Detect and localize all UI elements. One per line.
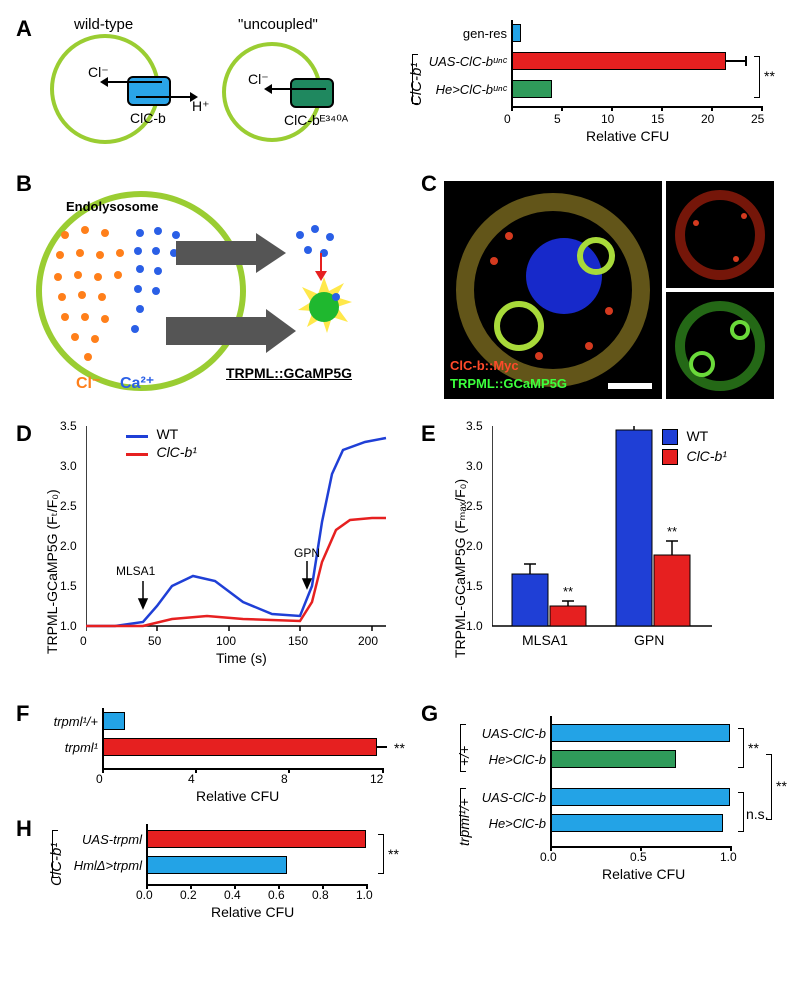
bar-0	[511, 24, 521, 42]
wt-protein-label: ClC-b	[130, 110, 166, 126]
panel-d-ylabel: TRPML-GCaMP5G (Fₜ/F₀)	[44, 489, 61, 654]
red-channel	[666, 181, 774, 288]
green-channel	[666, 292, 774, 399]
e-legend-clc: ClC-b¹	[686, 448, 726, 464]
xt-0: 0	[504, 112, 511, 126]
f-sig: **	[394, 740, 405, 756]
wt-h: H⁺	[192, 98, 210, 115]
h-label-0: UAS-trpml	[62, 832, 142, 847]
cat-gpn: GPN	[634, 632, 664, 648]
unc-protein-label: ClC-bᴱ³⁴⁰ᴬ	[284, 112, 348, 129]
legend-clc: ClC-b¹	[156, 444, 196, 460]
unc-cl: Cl⁻	[248, 71, 269, 88]
panel-a-chart: ClC-b¹ gen-res UAS-ClC-bᵘⁿᶜ He>ClC-bᵘⁿᶜ …	[396, 20, 776, 150]
g-l-00: UAS-ClC-b	[470, 726, 546, 741]
g-right-sig: **	[776, 778, 787, 794]
clc-myc-label: ClC-b::Myc	[450, 358, 519, 373]
figure: A wild-type Cl⁻ H⁺ ClC-b "uncoupled" Cl⁻…	[16, 16, 784, 991]
g-l-01: He>ClC-b	[470, 752, 546, 767]
gpn-label: GPN	[294, 546, 320, 560]
merge-image: ClC-b::Myc TRPML::GCaMP5G	[444, 181, 662, 399]
bar-label-2: He>ClC-bᵘⁿᶜ	[422, 82, 507, 97]
e-legend-wt: WT	[686, 428, 708, 444]
f-label-1: trpml¹	[36, 740, 98, 755]
g-l-11: He>ClC-b	[470, 816, 546, 831]
scale-bar	[608, 383, 652, 389]
panel-a-xlabel: Relative CFU	[586, 128, 669, 144]
svg-text:**: **	[667, 524, 677, 539]
h-xlabel: Relative CFU	[211, 904, 294, 920]
bar-1	[511, 52, 726, 70]
panel-a-schematic: wild-type Cl⁻ H⁺ ClC-b "uncoupled" Cl⁻ C…	[32, 16, 362, 156]
svg-text:**: **	[563, 584, 573, 599]
panel-g-label: G	[421, 701, 438, 727]
panel-f-chart: trpml¹/+ trpml¹ ** 0 4 8 12 Relative CFU	[36, 708, 396, 818]
panel-a-label: A	[16, 16, 32, 42]
panel-b-schematic: Endolysosome	[36, 181, 391, 411]
cl-label: Cl⁻	[76, 373, 100, 393]
wt-title: wild-type	[74, 16, 133, 33]
panel-d-label: D	[16, 421, 32, 447]
wt-cl: Cl⁻	[88, 64, 109, 81]
panel-h-label: H	[16, 816, 32, 842]
endolysosome-label: Endolysosome	[66, 199, 158, 214]
panel-d-chart: TRPML-GCaMP5G (Fₜ/F₀)	[36, 426, 406, 686]
legend-wt: WT	[156, 426, 178, 442]
h-label-1: HmlΔ>trpml	[62, 858, 142, 873]
bar-label-1: UAS-ClC-bᵘⁿᶜ	[422, 54, 507, 69]
h-sig: **	[388, 846, 399, 862]
panel-a-sig: **	[764, 68, 775, 84]
f-label-0: trpml¹/+	[36, 714, 98, 729]
panel-g-chart: +/+ trpml¹/+ UAS-ClC-b He>ClC-b UAS-ClC-…	[444, 716, 784, 946]
unc-protein	[290, 78, 334, 108]
panel-d-xlabel: Time (s)	[216, 650, 267, 666]
g-xlabel: Relative CFU	[602, 866, 685, 882]
g-l-10: UAS-ClC-b	[470, 790, 546, 805]
panel-e-label: E	[421, 421, 436, 447]
trpml-gcamp-img-label: TRPML::GCaMP5G	[450, 376, 567, 391]
ca-label: Ca²⁺	[120, 373, 154, 393]
panel-c-label: C	[421, 171, 437, 197]
f-xlabel: Relative CFU	[196, 788, 279, 804]
panel-c-micrographs: ClC-b::Myc TRPML::GCaMP5G	[444, 181, 774, 401]
g-sig-0: **	[748, 740, 759, 756]
panel-e-chart: TRPML-GCaMP5G (Fₘₐₓ/F₀) ** **	[444, 426, 784, 686]
mlsa1-label: MLSA1	[116, 564, 155, 578]
trpml-gcamp-label: TRPML::GCaMP5G	[226, 365, 352, 381]
bar-2	[511, 80, 552, 98]
panel-f-label: F	[16, 701, 29, 727]
bar-label-0: gen-res	[422, 26, 507, 41]
panel-h-chart: ClC-b¹ UAS-trpml HmlΔ>trpml ** 0.0 0.2 0…	[36, 824, 396, 954]
panel-b-label: B	[16, 171, 32, 197]
unc-title: "uncoupled"	[238, 16, 318, 33]
cat-mlsa1: MLSA1	[522, 632, 568, 648]
